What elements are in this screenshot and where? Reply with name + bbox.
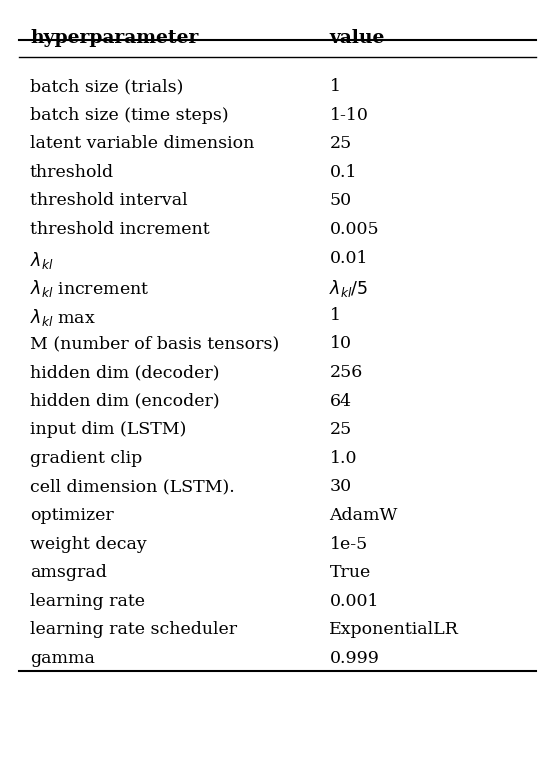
Text: 1: 1 (329, 78, 340, 95)
Text: gradient clip: gradient clip (30, 449, 142, 467)
Text: learning rate: learning rate (30, 593, 145, 609)
Text: hidden dim (encoder): hidden dim (encoder) (30, 393, 219, 409)
Text: value: value (329, 29, 385, 47)
Text: weight decay: weight decay (30, 535, 147, 553)
Text: gamma: gamma (30, 650, 95, 667)
Text: 25: 25 (329, 135, 351, 152)
Text: learning rate scheduler: learning rate scheduler (30, 622, 237, 638)
Text: $\lambda_{kl}$ increment: $\lambda_{kl}$ increment (30, 278, 149, 299)
Text: 1-10: 1-10 (329, 107, 368, 124)
Text: ExponentialLR: ExponentialLR (329, 622, 459, 638)
Text: True: True (329, 564, 371, 581)
Text: 0.999: 0.999 (329, 650, 380, 667)
Text: 256: 256 (329, 364, 362, 381)
Text: 1: 1 (329, 307, 340, 324)
Text: AdamW: AdamW (329, 507, 398, 524)
Text: 25: 25 (329, 421, 351, 438)
Text: 10: 10 (329, 335, 351, 352)
Text: 0.005: 0.005 (329, 221, 379, 238)
Text: 0.01: 0.01 (329, 249, 368, 267)
Text: 50: 50 (329, 193, 351, 209)
Text: latent variable dimension: latent variable dimension (30, 135, 254, 152)
Text: $\lambda_{kl}$ max: $\lambda_{kl}$ max (30, 307, 96, 327)
Text: input dim (LSTM): input dim (LSTM) (30, 421, 186, 438)
Text: 1e-5: 1e-5 (329, 535, 368, 553)
Text: threshold: threshold (30, 164, 114, 181)
Text: threshold interval: threshold interval (30, 193, 188, 209)
Text: $\lambda_{kl}$: $\lambda_{kl}$ (30, 249, 53, 271)
Text: hyperparameter: hyperparameter (30, 29, 199, 47)
Text: hidden dim (decoder): hidden dim (decoder) (30, 364, 219, 381)
Text: M (number of basis tensors): M (number of basis tensors) (30, 335, 279, 352)
Text: optimizer: optimizer (30, 507, 114, 524)
Text: cell dimension (LSTM).: cell dimension (LSTM). (30, 478, 235, 495)
Text: $\lambda_{kl}/5$: $\lambda_{kl}/5$ (329, 278, 368, 299)
Text: batch size (time steps): batch size (time steps) (30, 107, 229, 124)
Text: batch size (trials): batch size (trials) (30, 78, 183, 95)
Text: threshold increment: threshold increment (30, 221, 210, 238)
Text: amsgrad: amsgrad (30, 564, 107, 581)
Text: 1.0: 1.0 (329, 449, 357, 467)
Text: 64: 64 (329, 393, 351, 409)
Text: 0.1: 0.1 (329, 164, 357, 181)
Text: 30: 30 (329, 478, 351, 495)
Text: 0.001: 0.001 (329, 593, 379, 609)
